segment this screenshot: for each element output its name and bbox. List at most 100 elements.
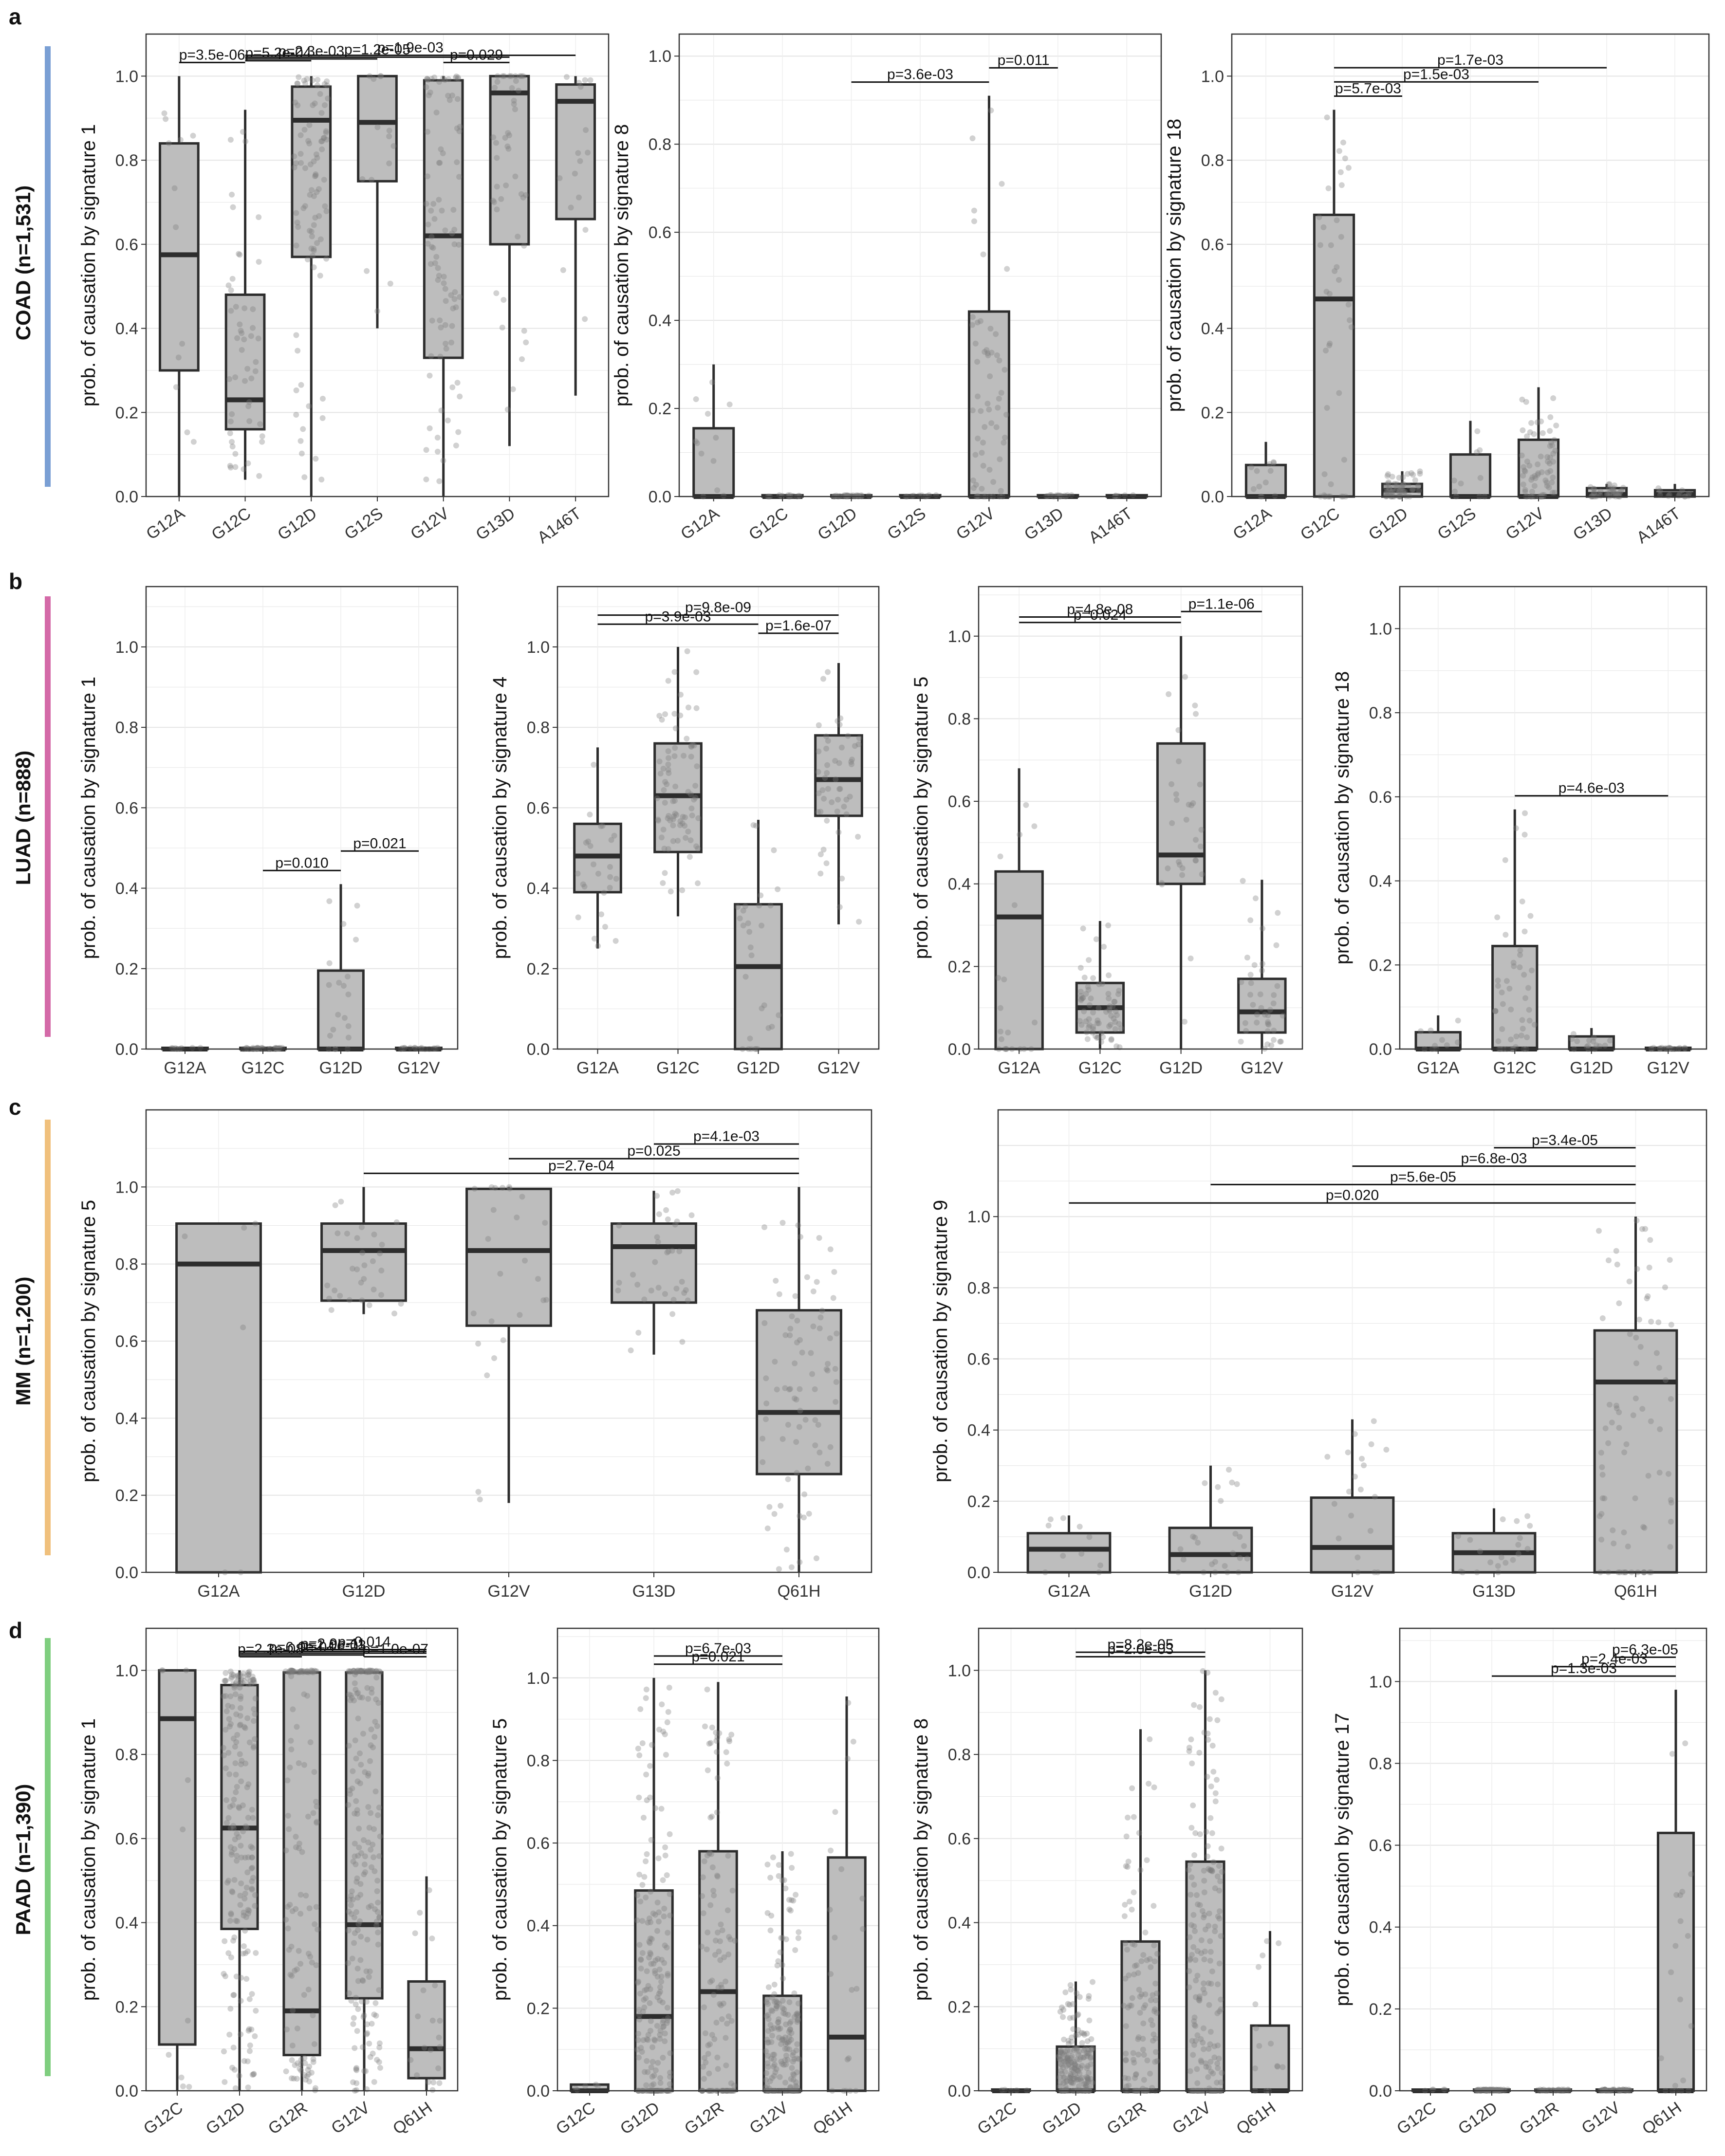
data-point <box>667 817 673 824</box>
data-point <box>247 2042 253 2048</box>
data-point <box>1088 2046 1094 2053</box>
data-point <box>613 876 619 882</box>
data-point <box>323 256 330 262</box>
data-point <box>587 77 594 83</box>
data-point <box>636 2012 642 2018</box>
data-point <box>727 1936 734 1943</box>
data-point <box>817 1314 824 1321</box>
data-point <box>238 1693 244 1699</box>
data-point <box>368 1726 374 1732</box>
data-point <box>1454 1039 1461 1046</box>
data-point <box>347 1697 353 1703</box>
data-point <box>1247 917 1254 923</box>
panel-frame <box>1399 586 1707 1050</box>
data-point <box>771 2025 777 2031</box>
data-point <box>794 2055 800 2062</box>
data-point <box>387 280 393 287</box>
data-point <box>449 230 455 237</box>
data-point <box>1604 491 1610 497</box>
data-point <box>792 1360 798 1366</box>
data-point <box>237 252 243 258</box>
y-tick-label: 0.2 <box>115 404 138 422</box>
data-point <box>1088 995 1094 1002</box>
data-point <box>654 1234 660 1240</box>
data-point <box>376 1915 383 1921</box>
data-point <box>972 340 979 347</box>
data-point <box>1058 2048 1064 2055</box>
data-point <box>670 1296 677 1303</box>
data-point <box>1067 2075 1074 2082</box>
p-value-label: p=6.8e-03 <box>1461 1151 1527 1167</box>
y-tick-label: 0.0 <box>527 1040 550 1059</box>
data-point <box>223 1820 230 1826</box>
data-point <box>1259 960 1265 967</box>
data-point <box>982 424 988 430</box>
data-point <box>246 2026 252 2032</box>
data-point <box>228 1911 234 1917</box>
data-point <box>660 1729 667 1735</box>
box-Q61H <box>407 1876 446 2093</box>
data-point <box>601 889 607 896</box>
data-point <box>646 1916 652 1922</box>
x-tick-label: G12A <box>998 1059 1040 1077</box>
box-G12C <box>653 646 703 917</box>
row-color-bar <box>45 1638 51 2076</box>
data-point <box>289 2057 295 2064</box>
data-point <box>1555 2086 1561 2093</box>
data-point <box>314 155 320 161</box>
data-point <box>300 205 307 211</box>
data-point <box>1668 1396 1674 1402</box>
data-point <box>836 721 843 728</box>
data-point <box>1665 1471 1671 1477</box>
data-point <box>371 1734 378 1740</box>
data-point <box>1186 1984 1192 1990</box>
y-tick-label: 0.0 <box>948 1040 971 1059</box>
data-point <box>643 1695 649 1701</box>
data-point <box>326 1295 333 1302</box>
data-point <box>438 324 444 331</box>
data-point <box>649 2074 655 2080</box>
data-point <box>688 744 694 750</box>
data-point <box>1535 461 1541 467</box>
data-point <box>1522 810 1528 816</box>
data-point <box>364 2030 371 2036</box>
data-point <box>671 797 678 804</box>
data-point <box>794 2069 800 2076</box>
data-point <box>1254 1012 1260 1018</box>
data-point <box>353 1879 360 1885</box>
data-point <box>1065 2041 1072 2047</box>
data-point <box>585 838 592 845</box>
y-tick-label: 0.4 <box>527 1917 550 1935</box>
data-point <box>440 75 446 81</box>
data-point <box>354 1668 361 1675</box>
data-point <box>860 1926 866 1932</box>
data-point <box>247 1677 253 1684</box>
data-point <box>232 464 239 470</box>
data-point <box>774 1962 780 1969</box>
data-point <box>793 1439 799 1445</box>
data-point <box>1633 1360 1639 1366</box>
data-point <box>445 92 451 99</box>
data-point <box>664 1944 670 1951</box>
data-point <box>647 2000 653 2006</box>
data-point <box>229 1671 235 1677</box>
data-point <box>348 1902 354 1908</box>
data-point <box>297 1911 304 1917</box>
data-point <box>369 2021 375 2027</box>
data-point <box>306 1905 313 1912</box>
data-point <box>787 1332 793 1339</box>
data-point <box>667 1891 673 1897</box>
data-point <box>318 138 324 145</box>
data-point <box>1361 1462 1367 1469</box>
data-point <box>231 1934 238 1940</box>
data-point <box>1386 485 1392 491</box>
data-point <box>223 1693 229 1699</box>
data-point <box>367 1758 373 1764</box>
data-point <box>501 73 507 79</box>
x-tick-label: G12A <box>1048 1582 1090 1601</box>
data-point <box>1400 474 1406 480</box>
data-point <box>1613 491 1619 497</box>
data-point <box>431 74 438 81</box>
data-point <box>753 823 760 829</box>
data-point <box>663 1751 669 1758</box>
